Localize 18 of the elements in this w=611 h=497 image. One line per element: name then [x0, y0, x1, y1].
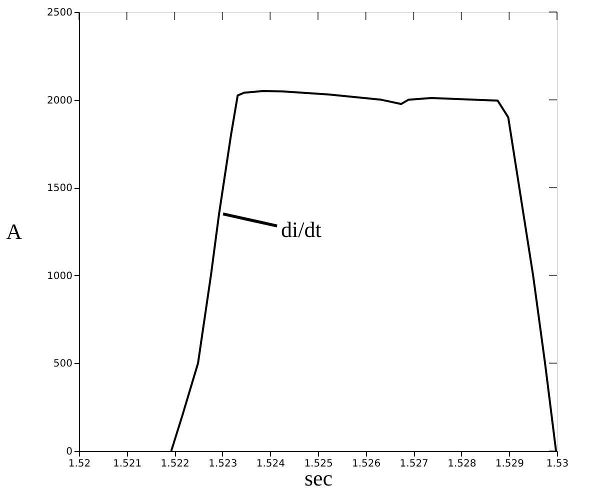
y-tick-label: 2500 [47, 8, 72, 18]
x-tick-label: 1.527 [400, 458, 428, 470]
x-tick-label: 1.52 [68, 458, 91, 470]
y-tick-label: 1000 [47, 270, 72, 282]
x-tick-label: 1.522 [160, 458, 190, 470]
x-tick-label: 1.528 [448, 458, 476, 470]
x-tick-label: 1.53 [546, 458, 569, 470]
annotation: di/dt [281, 216, 322, 242]
x-tick-label: 1.521 [112, 458, 142, 470]
y-tick-label: 1500 [47, 183, 72, 194]
y-tick-label: 0 [66, 446, 72, 458]
x-tick-label: 1.526 [352, 458, 381, 470]
y-tick-label: 2000 [47, 95, 72, 106]
x-tick-label: 1.529 [495, 458, 524, 470]
y-tick-label: 500 [53, 358, 72, 370]
x-tick-label: 1.524 [256, 458, 286, 470]
y-axis-title: A [6, 219, 22, 244]
x-tick-label: 1.523 [208, 458, 238, 470]
